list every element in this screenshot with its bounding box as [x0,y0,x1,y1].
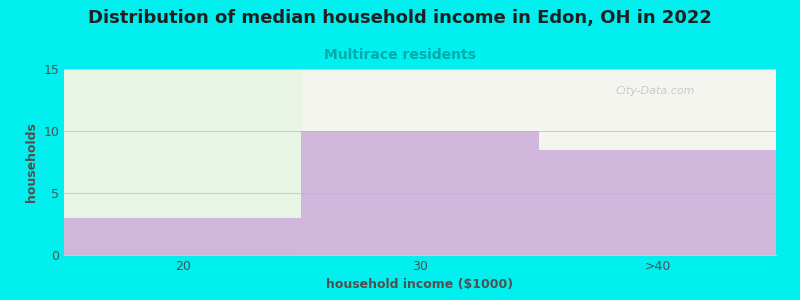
X-axis label: household income ($1000): household income ($1000) [326,278,514,291]
Y-axis label: households: households [25,122,38,202]
Bar [302,131,538,255]
Text: City-Data.com: City-Data.com [615,86,694,96]
Bar [64,69,302,255]
Text: Multirace residents: Multirace residents [324,48,476,62]
Bar [64,218,302,255]
Text: Distribution of median household income in Edon, OH in 2022: Distribution of median household income … [88,9,712,27]
Bar [538,150,776,255]
